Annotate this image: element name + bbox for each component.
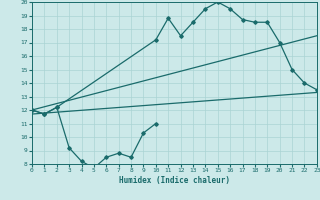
X-axis label: Humidex (Indice chaleur): Humidex (Indice chaleur) <box>119 176 230 185</box>
